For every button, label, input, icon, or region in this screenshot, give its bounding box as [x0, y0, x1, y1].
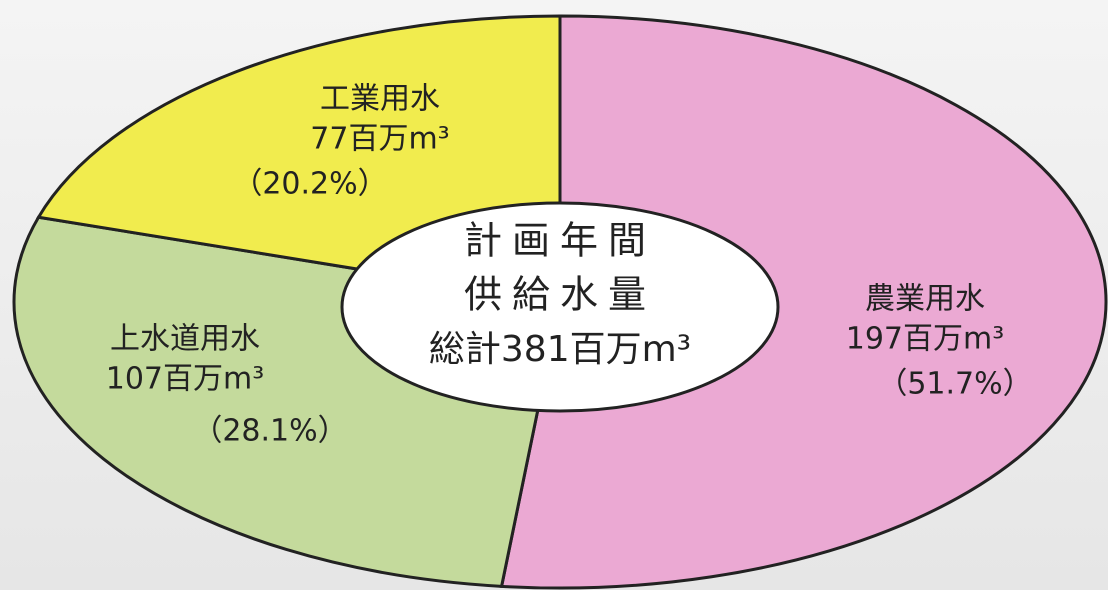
value-label: 197百万m³ [846, 322, 1005, 357]
percent-label: （51.7%） [877, 367, 1032, 402]
center-label: 供給水量 [464, 273, 656, 317]
slice-label: 農業用水 [865, 282, 985, 317]
value-label: 107百万m³ [106, 362, 265, 397]
center-hole [340, 201, 780, 413]
slice-label: 上水道用水 [110, 322, 260, 357]
percent-label: （28.1%） [192, 414, 347, 449]
slice-label: 工業用水 [320, 82, 440, 117]
center-label: 計画年間 [464, 219, 656, 263]
center-label: 総計381百万m³ [429, 329, 691, 370]
percent-label: （20.2%） [232, 167, 387, 202]
value-label: 77百万m³ [310, 122, 449, 157]
pie-slice [499, 14, 1108, 590]
